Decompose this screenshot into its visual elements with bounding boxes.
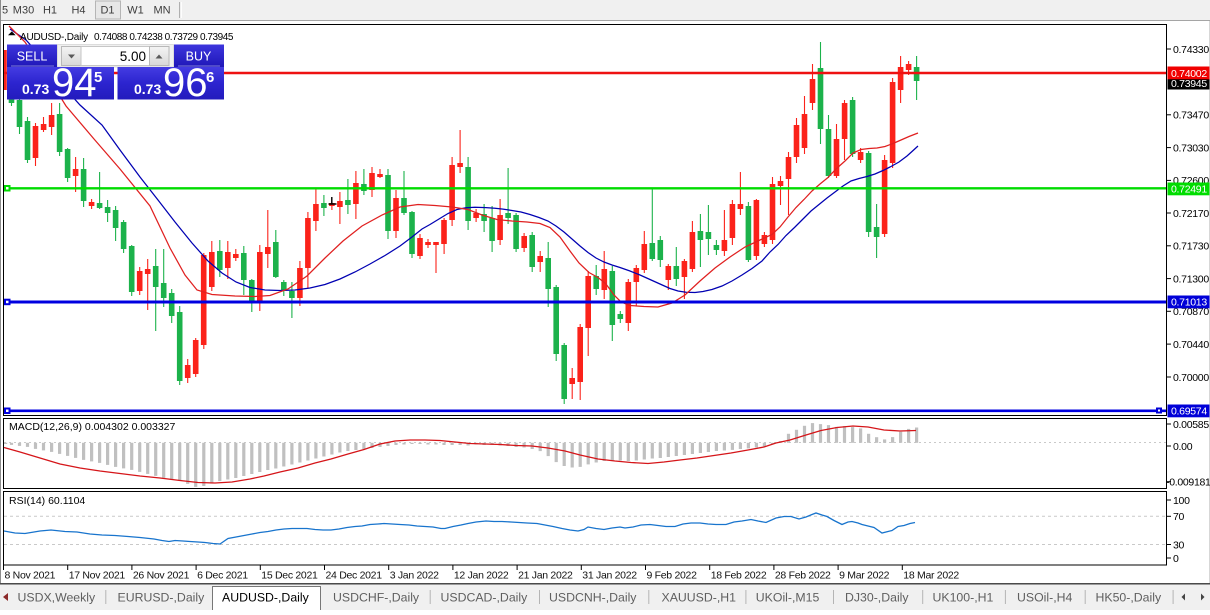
svg-text:6: 6: [206, 69, 214, 86]
svg-text:6 Dec 2021: 6 Dec 2021: [197, 570, 248, 582]
svg-text:USDCAD-,Daily: USDCAD-,Daily: [441, 591, 529, 605]
svg-text:0.73: 0.73: [22, 81, 49, 97]
svg-text:0.71300: 0.71300: [1173, 273, 1209, 285]
svg-text:94: 94: [52, 61, 97, 105]
svg-text:W1: W1: [127, 5, 144, 17]
svg-text:18 Mar 2022: 18 Mar 2022: [903, 570, 959, 582]
svg-text:12 Jan 2022: 12 Jan 2022: [454, 570, 509, 582]
svg-text:5.00: 5.00: [120, 49, 146, 64]
svg-text:3 Jan 2022: 3 Jan 2022: [390, 570, 439, 582]
svg-text:9 Mar 2022: 9 Mar 2022: [839, 570, 890, 582]
svg-text:H1: H1: [43, 5, 57, 17]
svg-text:0.70000: 0.70000: [1173, 372, 1209, 384]
svg-text:RSI(14) 60.1104: RSI(14) 60.1104: [9, 495, 85, 507]
svg-text:0.72491: 0.72491: [1171, 184, 1207, 196]
svg-text:0.74002: 0.74002: [1171, 68, 1207, 80]
svg-text:USDX,Weekly: USDX,Weekly: [18, 591, 97, 605]
svg-text:AUDUSD-,Daily: AUDUSD-,Daily: [222, 591, 310, 605]
svg-text:BUY: BUY: [186, 50, 212, 64]
svg-text:0.74330: 0.74330: [1173, 44, 1209, 56]
svg-text:0.00585: 0.00585: [1173, 419, 1209, 431]
svg-text:0.73030: 0.73030: [1173, 142, 1209, 154]
svg-text:5: 5: [2, 5, 8, 17]
svg-text:100: 100: [1173, 495, 1190, 507]
svg-text:-0.009181: -0.009181: [1166, 477, 1210, 489]
svg-text:31 Jan 2022: 31 Jan 2022: [582, 570, 637, 582]
svg-text:24 Dec 2021: 24 Dec 2021: [326, 570, 383, 582]
svg-text:0.73470: 0.73470: [1173, 110, 1209, 122]
svg-text:0.73: 0.73: [134, 81, 161, 97]
svg-text:70: 70: [1173, 511, 1185, 523]
svg-text:0.70870: 0.70870: [1173, 306, 1209, 318]
svg-text:AUDUSD-,Daily: AUDUSD-,Daily: [20, 32, 88, 43]
svg-text:8 Nov 2021: 8 Nov 2021: [5, 570, 56, 582]
svg-text:9 Feb 2022: 9 Feb 2022: [647, 570, 698, 582]
svg-text:30: 30: [1173, 539, 1185, 551]
svg-text:M30: M30: [13, 5, 34, 17]
svg-text:18 Feb 2022: 18 Feb 2022: [711, 570, 767, 582]
svg-text:0.73945: 0.73945: [1171, 78, 1207, 90]
svg-text:0.70440: 0.70440: [1173, 339, 1209, 351]
svg-text:28 Feb 2022: 28 Feb 2022: [775, 570, 831, 582]
svg-text:0.71730: 0.71730: [1173, 241, 1209, 253]
svg-text:USDCHF-,Daily: USDCHF-,Daily: [333, 591, 420, 605]
svg-text:26 Nov 2021: 26 Nov 2021: [133, 570, 190, 582]
svg-text:96: 96: [163, 61, 208, 105]
svg-text:MACD(12,26,9) 0.004302 0.00332: MACD(12,26,9) 0.004302 0.003327: [9, 421, 176, 433]
svg-text:D1: D1: [100, 5, 114, 17]
svg-text:0.00: 0.00: [1173, 441, 1193, 453]
svg-text:USDCNH-,Daily: USDCNH-,Daily: [549, 591, 637, 605]
svg-text:USOil-,H4: USOil-,H4: [1017, 591, 1073, 605]
svg-text:15 Dec 2021: 15 Dec 2021: [261, 570, 318, 582]
svg-text:0: 0: [1173, 553, 1179, 565]
svg-text:UK100-,H1: UK100-,H1: [933, 591, 994, 605]
svg-text:MN: MN: [153, 5, 170, 17]
svg-text:5: 5: [94, 69, 102, 86]
svg-text:0.69574: 0.69574: [1171, 406, 1207, 418]
svg-text:17 Nov 2021: 17 Nov 2021: [69, 570, 126, 582]
svg-text:XAUUSD-,H1: XAUUSD-,H1: [662, 591, 737, 605]
svg-text:0.72170: 0.72170: [1173, 208, 1209, 220]
svg-text:EURUSD-,Daily: EURUSD-,Daily: [118, 591, 206, 605]
svg-text:HK50-,Daily: HK50-,Daily: [1096, 591, 1162, 605]
svg-text:SELL: SELL: [17, 50, 48, 64]
svg-text:DJ30-,Daily: DJ30-,Daily: [845, 591, 909, 605]
svg-text:0.71013: 0.71013: [1171, 297, 1207, 309]
svg-text:H4: H4: [71, 5, 85, 17]
svg-text:21 Jan 2022: 21 Jan 2022: [518, 570, 573, 582]
svg-text:UKOil-,M15: UKOil-,M15: [756, 591, 820, 605]
svg-text:0.74088 0.74238 0.73729 0.7394: 0.74088 0.74238 0.73729 0.73945: [94, 32, 234, 43]
